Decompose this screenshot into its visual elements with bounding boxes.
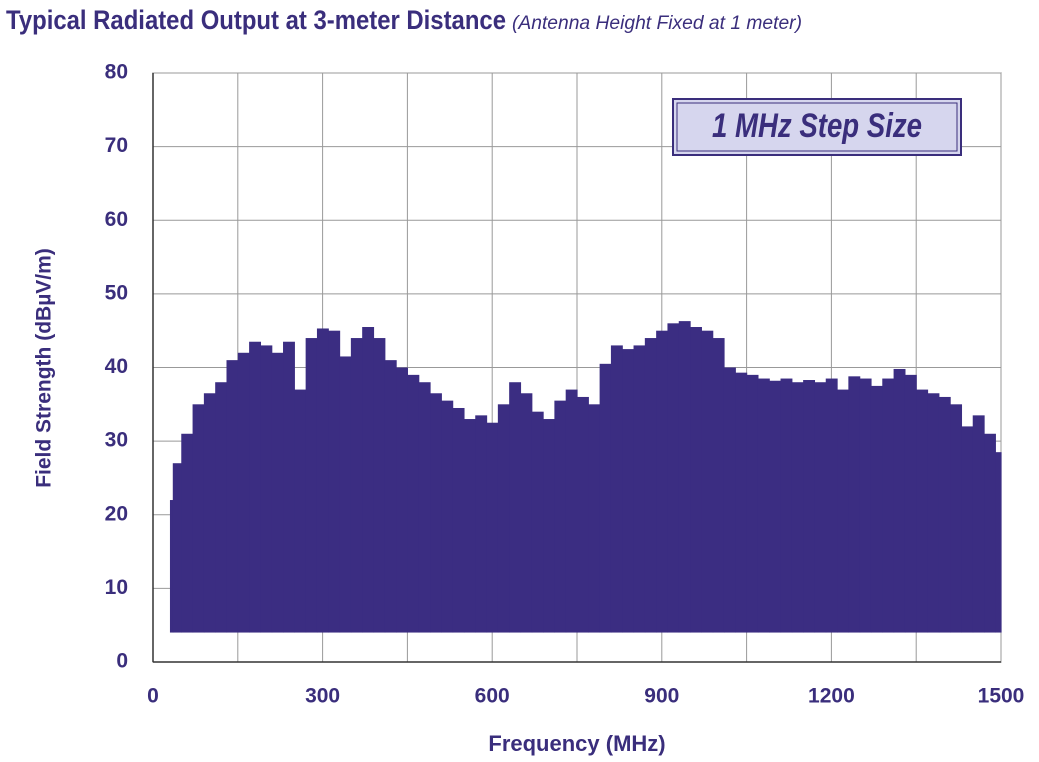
signal-bar: [554, 400, 567, 633]
signal-bar: [283, 341, 295, 633]
signal-bar: [441, 400, 454, 633]
signal-bar: [520, 393, 533, 633]
signal-bar: [984, 433, 996, 633]
y-tick-label: 30: [105, 429, 128, 452]
signal-bar: [418, 382, 431, 633]
signal-bar: [260, 345, 273, 633]
signal-bar: [599, 363, 612, 633]
signal-bar: [509, 382, 522, 633]
x-tick-label: 900: [644, 685, 679, 708]
signal-bar: [497, 404, 510, 633]
signal-bar: [622, 349, 635, 633]
signal-bar: [916, 389, 929, 633]
annotation: 1 MHz Step Size: [712, 107, 922, 145]
signal-bar: [803, 380, 816, 633]
x-tick-label: 0: [147, 685, 159, 708]
signal-bar: [961, 426, 974, 633]
signal-bar: [667, 323, 680, 633]
signal-bar: [757, 378, 770, 633]
signal-bar: [746, 374, 759, 633]
chart-subtitle: (Antenna Height Fixed at 1 meter): [512, 13, 802, 34]
signal-bar: [203, 393, 216, 633]
signal-bar: [452, 407, 465, 633]
signal-bar: [723, 367, 736, 633]
x-tick-label: 1500: [978, 685, 1025, 708]
signal-bar: [249, 341, 262, 633]
x-tick-label: 1200: [808, 685, 855, 708]
signal-bar: [735, 372, 748, 633]
annotation-box: [672, 98, 962, 156]
signal-bar: [882, 378, 895, 633]
signal-bar: [927, 393, 940, 633]
chart-title: Typical Radiated Output at 3-meter Dista…: [6, 5, 506, 35]
signal-bar: [893, 368, 906, 633]
signal-bar: [644, 338, 657, 633]
y-tick-label: 20: [105, 502, 128, 525]
signal-bar: [837, 389, 849, 633]
x-tick-label: 300: [305, 685, 340, 708]
y-tick-label: 60: [105, 208, 128, 231]
signal-bar: [780, 378, 793, 633]
signal-bar: [543, 419, 555, 633]
signal-bar: [531, 411, 544, 633]
signal-bar: [791, 382, 804, 633]
signal-bar: [588, 404, 601, 633]
signal-bar: [316, 328, 329, 633]
signal-bar: [565, 389, 578, 633]
signal-bar: [870, 385, 883, 633]
signal-bar: [328, 330, 341, 633]
signal-bar: [294, 389, 307, 633]
signal-bar: [656, 330, 669, 633]
signal-bar: [373, 338, 386, 633]
signal-bar: [271, 352, 284, 633]
signal-bar: [339, 356, 352, 633]
signal-bar: [192, 404, 205, 633]
signal-bar: [172, 463, 182, 633]
y-tick-label: 10: [105, 576, 128, 599]
plot-area: [152, 72, 1002, 663]
signal-bar: [904, 374, 917, 633]
signal-bar: [577, 396, 589, 633]
signal-bar: [712, 338, 725, 633]
x-axis-label: Frequency (MHz): [488, 731, 665, 756]
signal-bar: [678, 321, 691, 633]
signal-bar: [486, 422, 499, 633]
x-tick-label: 600: [475, 685, 510, 708]
signal-bar: [407, 374, 420, 633]
y-tick-label: 50: [105, 281, 128, 304]
signal-bar: [463, 419, 476, 633]
signal-bar: [396, 367, 408, 633]
signal-bar: [633, 345, 646, 633]
signal-bar: [226, 360, 239, 633]
signal-bar: [769, 380, 782, 633]
y-tick-label: 40: [105, 355, 128, 378]
signal-bar: [610, 345, 623, 633]
signal-bar: [972, 415, 985, 633]
y-axis-label: Field Strength (dBµV/m): [33, 248, 56, 488]
y-tick-label: 70: [105, 134, 128, 157]
signal-bar: [305, 338, 318, 633]
signal-bar: [995, 452, 1002, 633]
signal-bar: [169, 500, 174, 633]
signal-bar: [938, 396, 951, 633]
annotation-box-inner: [676, 102, 958, 152]
signal-bar: [237, 352, 250, 633]
signal-bar: [690, 327, 702, 633]
signal-bar: [430, 393, 442, 633]
signal-bar: [475, 415, 488, 633]
signal-bar: [350, 338, 363, 633]
signal-bar: [950, 404, 963, 633]
signal-bar: [181, 433, 194, 633]
signal-bar: [814, 382, 827, 633]
signal-bar: [384, 360, 397, 633]
signal-bar: [701, 330, 714, 633]
signal-bar: [859, 378, 872, 633]
y-tick-label: 0: [116, 650, 128, 673]
y-tick-label: 80: [105, 61, 128, 84]
signal-bar: [848, 376, 861, 633]
signal-bar: [825, 378, 838, 633]
signal-bar: [215, 382, 228, 633]
signal-bar: [362, 327, 375, 633]
